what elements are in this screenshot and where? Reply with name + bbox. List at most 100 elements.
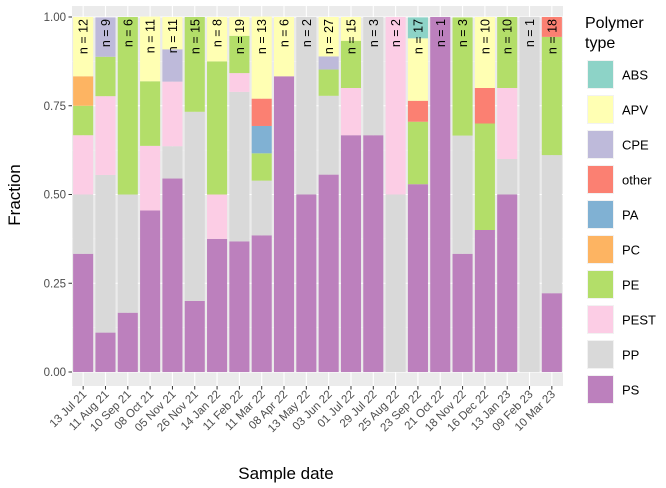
- bar-stack: [385, 17, 406, 372]
- bar-segment-ps: [541, 293, 562, 372]
- bar-segment-other: [407, 100, 428, 122]
- legend-label: CPE: [622, 138, 649, 153]
- bar-segment-pe: [207, 61, 228, 195]
- bar-segment-other: [251, 98, 272, 126]
- bar-segment-pest: [385, 17, 406, 195]
- bar-segment-pp: [519, 17, 540, 372]
- legend-title-line1: Polymer: [585, 15, 644, 32]
- legend-swatch-pest: [588, 306, 613, 333]
- bar-segment-pe: [140, 81, 161, 146]
- n-label: n = 19: [233, 19, 247, 54]
- y-axis: Fraction 0.00 0.25 0.50 0.75 1.00: [5, 12, 72, 379]
- bar-segment-pp: [162, 146, 183, 179]
- n-label: n = 2: [300, 19, 314, 47]
- legend-swatch-pp: [588, 341, 613, 368]
- bar-stack: [340, 17, 362, 372]
- bar-stack: [229, 17, 250, 372]
- legend: Polymer type ABS APV CPE other PA PC PE PEST PP P…: [585, 15, 656, 404]
- n-label: n = 9: [99, 19, 113, 47]
- bar-segment-apv: [340, 17, 362, 41]
- n-label: n = 10: [478, 19, 492, 54]
- n-label: n = 3: [456, 19, 470, 47]
- bar-stack: [497, 17, 518, 372]
- bar-stack: [296, 17, 317, 372]
- legend-label: other: [622, 173, 652, 188]
- bar-stack: [407, 17, 428, 372]
- y-tick-label: 0.00: [44, 367, 66, 379]
- n-label: n = 11: [166, 19, 180, 53]
- bar-segment-pe: [117, 17, 138, 195]
- y-tick-label: 0.25: [44, 278, 66, 290]
- n-label: n = 17: [411, 19, 425, 54]
- bar-stack: [430, 17, 451, 372]
- n-label: n = 15: [188, 19, 202, 54]
- n-label: n = 6: [121, 19, 135, 47]
- bar-stack: [140, 16, 161, 372]
- bar-segment-ps: [162, 178, 183, 372]
- legend-swatch-abs: [588, 61, 613, 88]
- legend-swatch-pc: [588, 236, 613, 263]
- legend-label: APV: [622, 103, 648, 118]
- n-label: n = 27: [322, 19, 336, 54]
- bar-stack: [273, 17, 295, 372]
- bar-stack: [519, 17, 540, 372]
- bar-segment-pe: [407, 121, 428, 185]
- bar-stack: [73, 17, 94, 372]
- bar-segment-abs: [407, 17, 428, 39]
- legend-label: PEST: [622, 313, 656, 328]
- bar-segment-pp: [541, 155, 562, 294]
- bar-segment-pe: [73, 105, 94, 136]
- y-tick-label: 0.75: [44, 101, 66, 113]
- bar-segment-pp: [95, 174, 116, 333]
- bar-segment-pp: [452, 135, 473, 254]
- bar-segment-apv: [251, 16, 272, 99]
- legend-swatch-cpe: [588, 131, 613, 158]
- bar-segment-apv: [273, 17, 295, 77]
- bar-segment-pe: [340, 40, 362, 88]
- bar-segment-apv: [229, 17, 250, 36]
- n-label: n = 12: [77, 19, 91, 54]
- y-tick-label: 1.00: [44, 12, 66, 24]
- y-tick-label: 0.50: [44, 190, 66, 202]
- bar-segment-pa: [251, 125, 272, 154]
- bar-segment-ps: [207, 238, 228, 372]
- bar-segment-apv: [162, 17, 183, 50]
- x-axis-title: Sample date: [238, 464, 333, 483]
- n-label: n = 18: [545, 19, 559, 54]
- bar-stack: [184, 17, 205, 372]
- bar-segment-ps: [296, 194, 317, 372]
- bar-segment-ps: [117, 312, 138, 372]
- bar-segment-pe: [497, 17, 518, 88]
- bar-segment-pp: [184, 111, 205, 301]
- bar-segment-ps: [251, 235, 272, 372]
- bar-segment-pe: [452, 17, 473, 136]
- n-label: n = 13: [255, 19, 269, 54]
- n-label: n = 1: [523, 19, 537, 47]
- bar-segment-ps: [430, 17, 451, 372]
- bar-segment-pest: [162, 81, 183, 147]
- n-label: n = 8: [211, 19, 225, 47]
- legend-label: PP: [622, 348, 639, 363]
- bar-stack: [117, 17, 138, 372]
- bar-segment-pp: [497, 159, 518, 195]
- bar-stack: [452, 17, 473, 372]
- bar-segment-pe: [318, 69, 339, 96]
- bar-segment-pest: [73, 135, 94, 195]
- bar-segment-apv: [140, 16, 161, 82]
- bar-segment-apv: [73, 17, 94, 77]
- bar-segment-ps: [340, 135, 362, 372]
- bar-segment-apv: [207, 17, 228, 62]
- bar-segment-pe: [251, 153, 272, 181]
- bar-segment-pe: [541, 36, 562, 156]
- bar-segment-pc: [73, 76, 94, 106]
- bar-segment-pp: [229, 91, 250, 242]
- legend-swatch-pe: [588, 271, 613, 298]
- n-label: n = 11: [144, 19, 158, 53]
- bar-segment-ps: [229, 241, 250, 372]
- bar-stack: [363, 17, 384, 372]
- legend-label: PS: [622, 383, 640, 398]
- plot-area: n = 12 n = 9 n = 6 n = 11 n = 11 n = 15 n = 8 n…: [72, 6, 563, 386]
- n-label: n = 2: [389, 19, 403, 47]
- bar-segment-cpe: [162, 49, 183, 82]
- bar-segment-pp: [363, 17, 384, 136]
